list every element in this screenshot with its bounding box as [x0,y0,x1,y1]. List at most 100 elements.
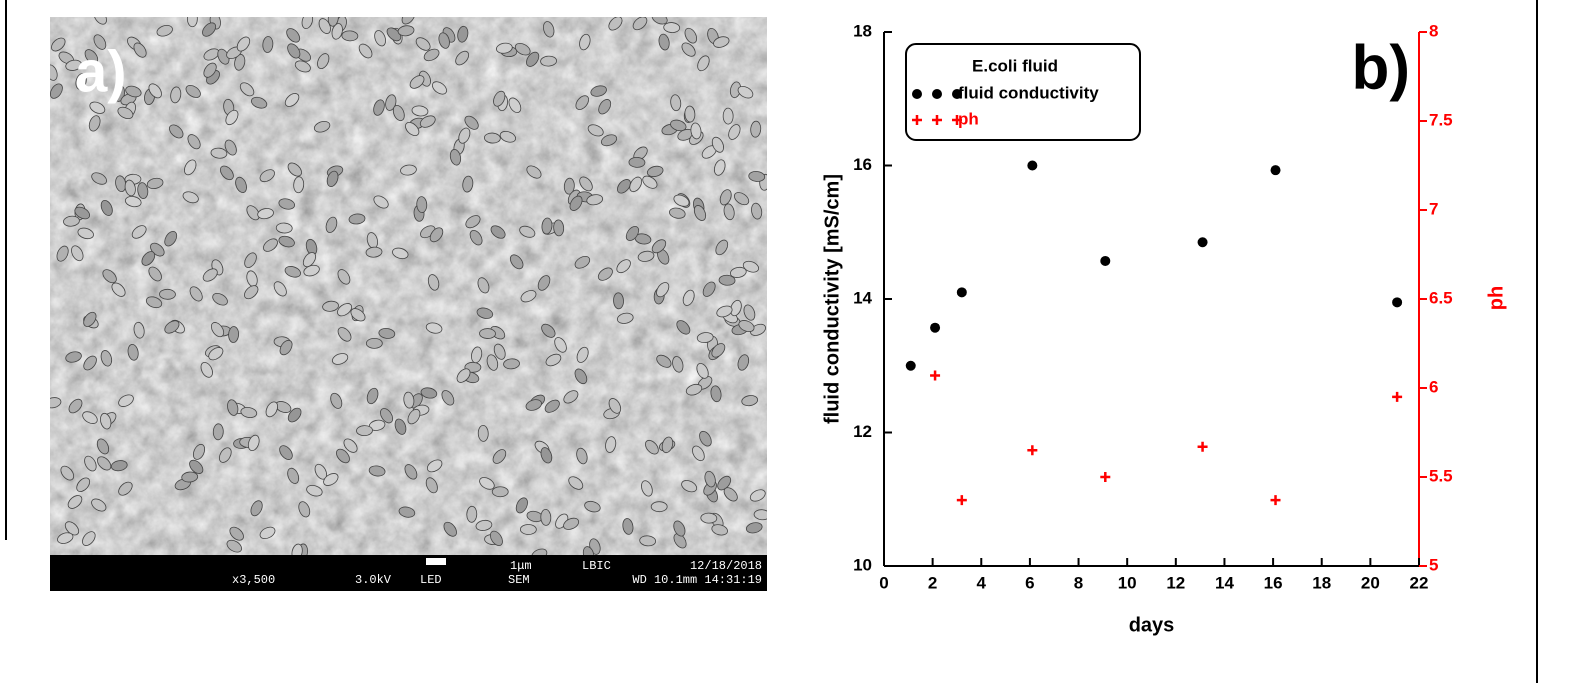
bacterium [56,245,69,262]
bacterium [125,85,142,98]
bacterium [489,530,503,546]
bacterium [82,531,96,546]
bacterium [545,353,562,367]
bacterium [597,267,613,281]
bacterium [650,501,668,513]
bacterium [386,27,402,42]
bacterium [587,124,604,137]
bacterium [491,486,509,498]
bacterium [520,290,537,303]
bacterium [111,282,126,297]
bacterium [477,277,490,294]
bacterium [642,175,658,189]
bacterium [286,28,301,43]
bacterium [729,266,747,278]
bacterium [331,23,343,40]
bacterium [326,170,339,187]
bacterium [492,449,507,464]
bacterium [57,532,74,544]
bacterium [239,82,255,97]
bacterium [77,227,94,240]
bacterium [83,311,97,327]
point [1197,237,1208,248]
bacterium [336,448,350,464]
bacterium [189,459,204,474]
bacterium [294,60,311,73]
bacterium [228,326,240,343]
legend-marker [912,89,922,99]
point [1392,391,1403,402]
bacterium [525,399,542,411]
bacterium [423,48,440,62]
legend-box [905,43,1141,141]
bacterium [711,524,728,536]
bacterium [426,459,443,473]
bacterium [200,361,213,378]
bacterium [540,55,557,67]
bacterium [462,175,474,193]
point [956,287,967,298]
bacterium [531,548,548,555]
bacterium [365,246,383,258]
bacterium [75,73,87,90]
bacterium [526,51,540,67]
bacterium [208,347,224,361]
bacterium [443,521,457,537]
bacterium [89,101,106,114]
bacterium [148,83,162,99]
bacterium [263,238,278,252]
bacterium [91,498,107,512]
bacterium [226,539,243,553]
x-tick-label: 2 [928,573,937,592]
bacterium [313,120,331,133]
point [1270,495,1281,506]
x-axis-label: days [1129,614,1175,636]
bacterium [250,500,263,517]
bacterium [718,274,736,286]
bacterium [65,351,82,363]
bacterium [598,99,612,115]
bacterium [110,460,128,472]
bacterium [685,383,703,396]
bacterium [225,109,239,126]
bacterium [212,292,228,306]
bacterium [696,362,709,379]
bacterium [544,399,560,413]
bacterium [514,42,531,56]
bacterium [262,36,274,53]
bacterium [449,148,462,166]
y2-tick-label: 6.5 [1429,288,1453,307]
bacterium [479,328,496,339]
bacterium [380,408,394,424]
bacterium [164,320,180,334]
bacterium [684,27,698,44]
bacterium [541,323,556,338]
bacterium [68,398,83,414]
bacterium [67,495,83,509]
bacterium [348,213,366,225]
bacterium [131,225,147,239]
bacterium [404,464,418,480]
y-tick-label: 16 [853,155,872,174]
bacterium [91,172,107,185]
bacterium [540,447,553,464]
bacterium [629,176,643,193]
bacterium [699,430,712,447]
bacterium [608,17,623,31]
bacterium [146,177,164,190]
bacterium [247,434,260,452]
x-tick-label: 6 [1025,573,1034,592]
bacterium [465,215,481,229]
bacterium [259,526,276,540]
bacterium [118,481,133,496]
y2-tick-label: 7.5 [1429,110,1453,129]
bacterium [65,59,82,71]
bacterium [279,339,293,356]
bacterium [187,134,201,150]
y-tick-label: 18 [853,21,872,40]
bacterium [275,222,293,234]
bacterium [192,443,206,460]
bacterium [60,465,75,481]
bacterium [441,390,455,406]
bacterium [244,285,259,300]
